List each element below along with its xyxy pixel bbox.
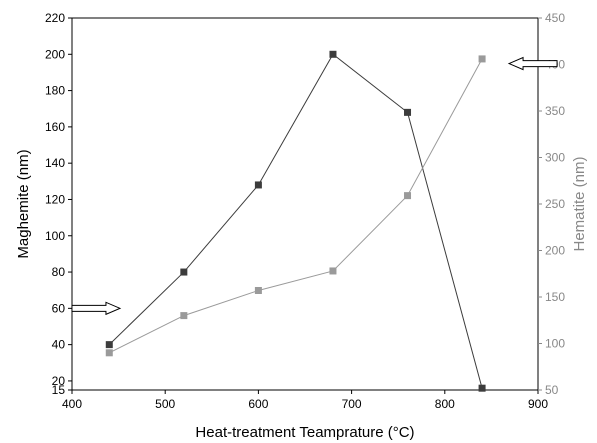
left-tick-label: 80 [52,265,66,279]
x-axis-title: Heat-treatment Teamprature (°C) [195,424,414,441]
x-tick-label: 700 [342,397,362,411]
hematite-data-point [105,349,113,357]
right-tick-label: 300 [545,151,565,165]
left-tick-label: 15 [52,383,66,397]
left-tick-label: 140 [45,156,65,170]
right-tick-label: 150 [545,290,565,304]
maghemite-data-point [254,181,262,189]
annotation-arrow-left [507,56,558,71]
hematite-data-point [254,286,262,294]
left-tick-label: 40 [52,338,66,352]
hematite-data-point [180,312,188,320]
x-tick-label: 600 [248,397,268,411]
right-tick-label: 200 [545,244,565,258]
right-axis-title: Hematite (nm) [571,156,588,251]
maghemite-data-point [404,108,412,116]
maghemite-data-point [105,341,113,349]
hematite-data-point [329,267,337,275]
x-tick-label: 900 [528,397,548,411]
plot-frame [71,17,539,391]
maghemite-data-point [478,384,486,392]
left-tick-label: 200 [45,47,65,61]
maghemite-series-line [108,53,483,389]
hematite-data-point [404,192,412,200]
x-axis-ticks: 400 500 600 700 800 900 [62,390,548,411]
maghemite-data-point [329,50,337,58]
x-tick-label: 400 [62,397,82,411]
left-tick-label: 60 [52,301,66,315]
hematite-data-point [478,55,486,63]
hematite-series-line [109,58,483,354]
annotation-layer [71,56,558,316]
right-tick-label: 350 [545,104,565,118]
series-layer [105,50,486,392]
left-tick-label: 20 [52,374,66,388]
left-tick-label: 160 [45,120,65,134]
annotation-arrow-right [71,301,122,316]
x-tick-label: 500 [155,397,175,411]
right-axis-ticks: 50100150200250300350400450 [538,11,565,397]
left-axis-title: Maghemite (nm) [15,149,32,258]
left-tick-label: 220 [45,11,65,25]
right-tick-label: 250 [545,197,565,211]
right-tick-label: 100 [545,337,565,351]
left-tick-label: 120 [45,192,65,206]
maghemite-data-point [180,268,188,276]
right-tick-label: 50 [545,383,559,397]
x-tick-label: 800 [435,397,455,411]
left-tick-label: 100 [45,229,65,243]
right-tick-label: 450 [545,11,565,25]
left-tick-label: 180 [45,84,65,98]
